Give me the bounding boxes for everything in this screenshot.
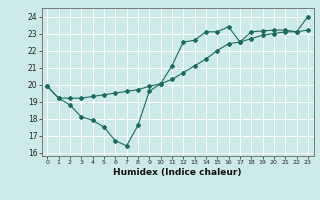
X-axis label: Humidex (Indice chaleur): Humidex (Indice chaleur)	[113, 168, 242, 177]
